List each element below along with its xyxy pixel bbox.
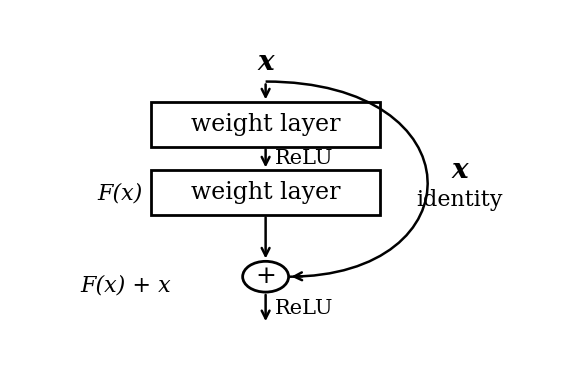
Text: +: + [255,265,276,288]
Text: x: x [258,49,274,76]
Text: weight layer: weight layer [191,113,340,136]
Text: F(x): F(x) [98,183,143,205]
Bar [150,170,381,215]
Text: x: x [452,157,468,184]
Text: weight layer: weight layer [191,181,340,204]
Text: identity: identity [417,189,503,211]
Bar [150,102,381,147]
Text: ReLU: ReLU [275,298,333,318]
Text: F(x) + x: F(x) + x [80,275,170,296]
Circle shape [243,262,288,292]
Text: ReLU: ReLU [275,149,333,168]
